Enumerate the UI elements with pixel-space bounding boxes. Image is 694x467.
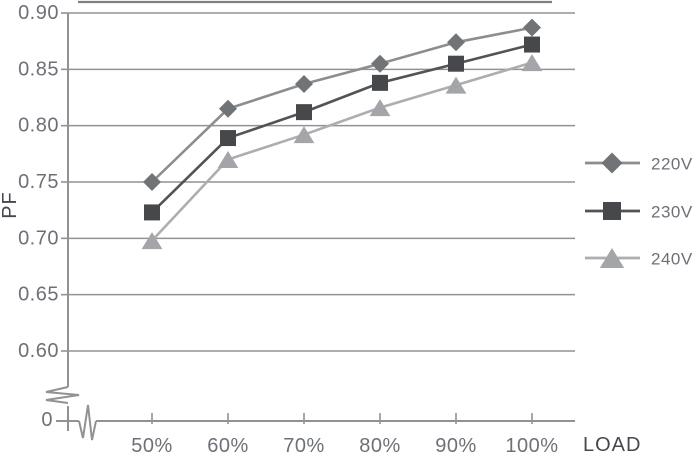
marker-240V-70%	[293, 126, 315, 144]
x-tick-label-50%: 50%	[131, 435, 173, 457]
marker-230V-50%	[144, 204, 160, 221]
x-axis-break-glyph	[78, 404, 97, 441]
legend-label-220V: 220V	[651, 155, 693, 174]
legend-marker-220V	[601, 152, 623, 174]
legend-marker-230V	[603, 202, 621, 220]
marker-220V-70%	[295, 74, 313, 93]
y-tick-label-0.70: 0.70	[18, 227, 59, 249]
y-tick-label-0.85: 0.85	[18, 58, 59, 80]
x-tick-label-100%: 100%	[505, 435, 558, 457]
legend-marker-240V	[599, 248, 625, 268]
marker-230V-60%	[220, 130, 236, 147]
x-tick-label-70%: 70%	[283, 435, 325, 457]
legend-label-240V: 240V	[651, 250, 693, 269]
x-tick-label-80%: 80%	[359, 435, 401, 457]
marker-230V-100%	[524, 36, 540, 53]
marker-220V-60%	[219, 99, 237, 118]
y-tick-label-0.60: 0.60	[18, 340, 59, 362]
y-axis-title: PF	[0, 191, 21, 219]
marker-230V-90%	[448, 55, 464, 72]
marker-220V-90%	[447, 33, 465, 52]
x-tick-label-90%: 90%	[435, 435, 477, 457]
marker-240V-90%	[445, 76, 467, 94]
marker-240V-60%	[217, 150, 239, 168]
marker-220V-50%	[143, 173, 161, 191]
y-tick-label-0.75: 0.75	[18, 171, 59, 193]
marker-230V-80%	[372, 74, 388, 91]
marker-220V-100%	[523, 18, 541, 37]
y-tick-label-0.90: 0.90	[18, 2, 59, 24]
marker-230V-70%	[296, 104, 312, 121]
y-tick-label-0.65: 0.65	[18, 284, 59, 306]
legend-label-230V: 230V	[651, 203, 693, 222]
y-tick-label-0.80: 0.80	[18, 115, 59, 137]
x-axis-title: LOAD	[583, 434, 642, 456]
series-line-240V	[151, 61, 533, 242]
marker-240V-50%	[141, 232, 163, 250]
marker-240V-80%	[369, 99, 391, 117]
series-line-220V	[151, 26, 533, 183]
x-tick-label-60%: 60%	[207, 435, 249, 457]
marker-240V-100%	[521, 54, 543, 72]
origin-label: 0	[41, 409, 53, 431]
marker-220V-80%	[371, 54, 389, 73]
y-axis-break-glyph	[45, 386, 80, 404]
series-line-230V	[151, 43, 533, 214]
